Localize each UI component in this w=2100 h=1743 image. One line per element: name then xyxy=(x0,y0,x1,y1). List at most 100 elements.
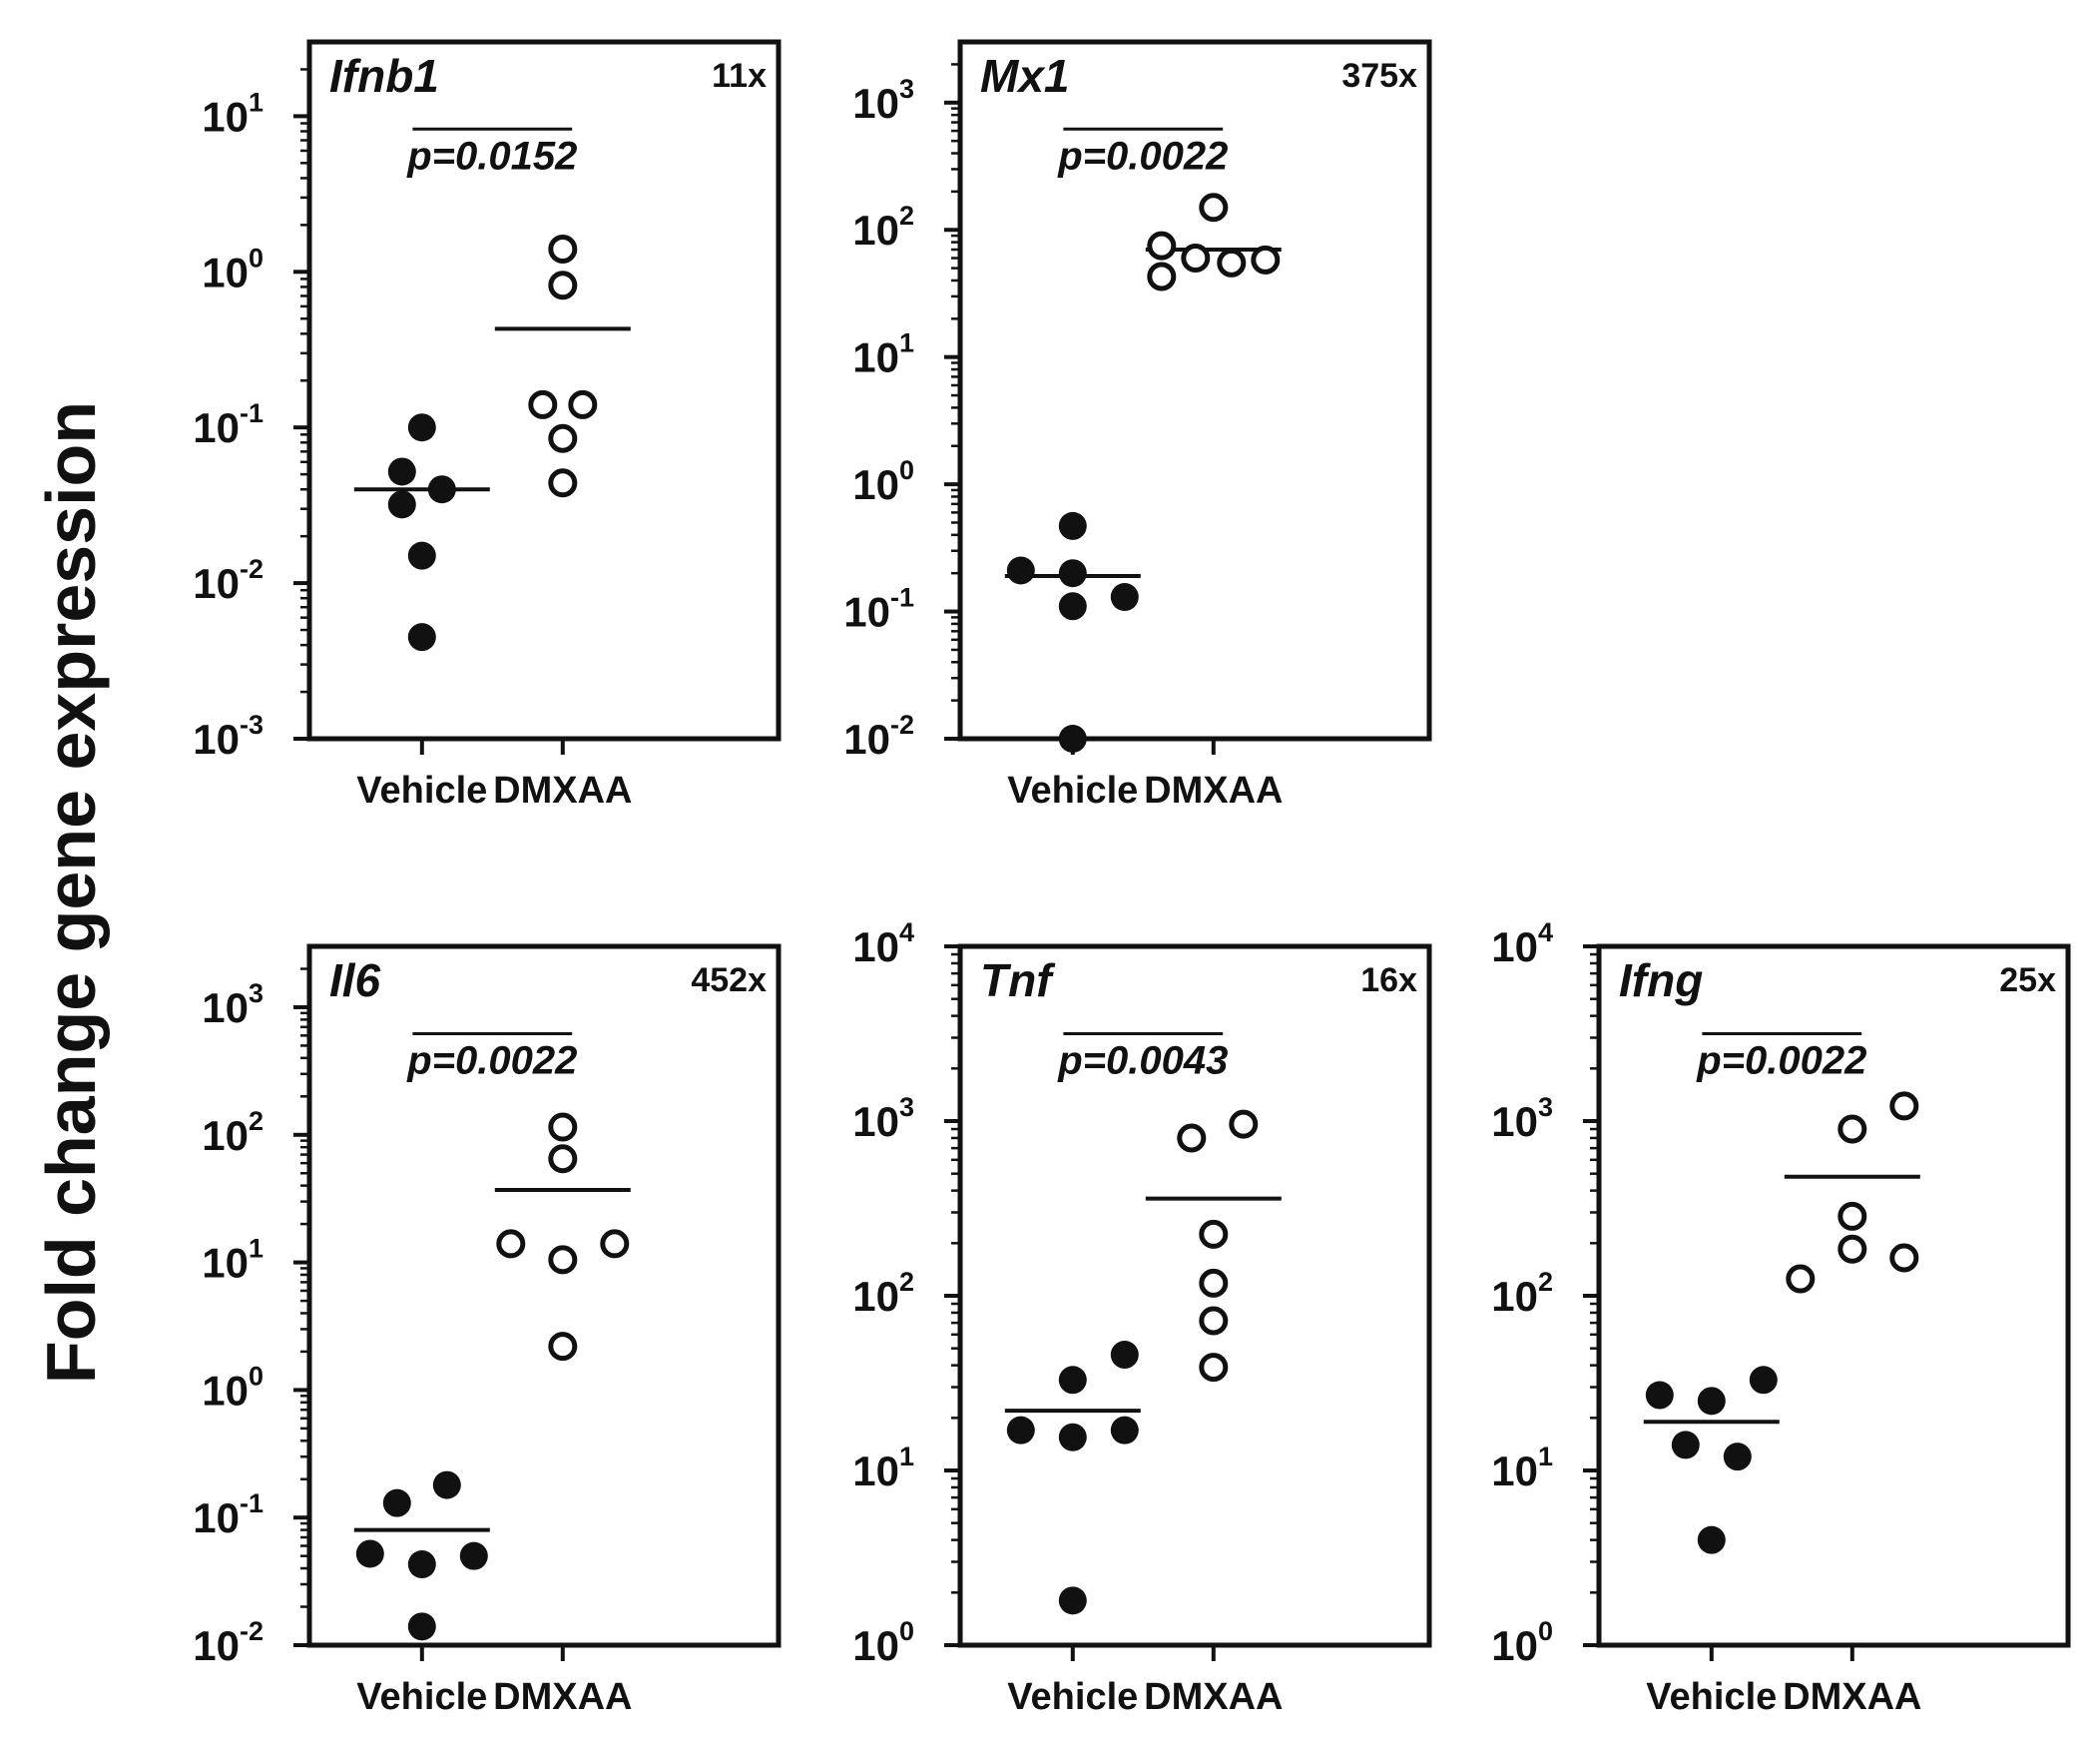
fold-change-label: 375x xyxy=(1341,57,1417,95)
panel-il6: 10-2 10-1 100 101 102 103 Vehicle DMXAA Il6 452x p… xyxy=(193,943,782,1718)
x-category-label: DMXAA xyxy=(1144,770,1283,812)
data-point-vehicle xyxy=(1006,1416,1035,1445)
data-point-vehicle xyxy=(432,1470,461,1499)
x-category-label: DMXAA xyxy=(1783,1676,1921,1718)
fold-change-label: 452x xyxy=(691,961,767,999)
data-point-dmxaa xyxy=(1147,262,1177,291)
data-point-vehicle xyxy=(387,457,416,486)
y-tick-label: 103 xyxy=(1491,1092,1553,1145)
data-point-dmxaa xyxy=(548,271,578,300)
data-point-dmxaa xyxy=(548,468,578,498)
y-tick-label: 102 xyxy=(202,1106,263,1159)
p-value-label: p=0.0022 xyxy=(406,1039,577,1083)
gene-label: Ifng xyxy=(1619,954,1703,1006)
gene-label: Ifnb1 xyxy=(329,50,439,102)
data-point-dmxaa xyxy=(496,1229,526,1259)
gene-label: Mx1 xyxy=(980,50,1069,102)
x-category-label: Vehicle xyxy=(1007,770,1138,812)
y-tick-label: 102 xyxy=(852,1267,914,1320)
data-point-vehicle xyxy=(407,1550,436,1579)
fold-change-label: 11x xyxy=(712,57,767,95)
data-point-vehicle xyxy=(1058,592,1087,621)
y-tick-label: 103 xyxy=(852,74,914,127)
data-point-dmxaa xyxy=(1889,1091,1919,1121)
data-point-vehicle xyxy=(1671,1431,1700,1459)
data-point-vehicle xyxy=(1697,1525,1726,1554)
data-point-dmxaa xyxy=(548,1332,578,1362)
data-point-dmxaa xyxy=(548,1112,578,1142)
y-tick-label: 10-2 xyxy=(193,1616,263,1669)
data-point-dmxaa xyxy=(1181,244,1211,274)
plot-frame xyxy=(957,39,1432,742)
data-point-vehicle xyxy=(1058,559,1087,588)
data-point-dmxaa xyxy=(1889,1243,1919,1273)
data-point-dmxaa xyxy=(1199,1353,1229,1383)
data-point-vehicle xyxy=(1110,1341,1139,1370)
data-point-dmxaa xyxy=(1199,1306,1229,1336)
y-tick-label: 102 xyxy=(1491,1267,1553,1320)
data-point-vehicle xyxy=(1058,725,1087,753)
data-point-vehicle xyxy=(407,541,436,570)
data-point-vehicle xyxy=(407,413,436,442)
data-point-vehicle xyxy=(1110,583,1139,612)
y-tick-label: 100 xyxy=(202,1361,263,1414)
data-point-dmxaa xyxy=(1838,1114,1867,1144)
fold-change-label: 25x xyxy=(1999,961,2056,999)
data-point-dmxaa xyxy=(1838,1201,1867,1231)
data-point-vehicle xyxy=(1110,1416,1139,1445)
p-value-label: p=0.0043 xyxy=(1057,1039,1228,1083)
data-point-vehicle xyxy=(1058,1586,1087,1615)
data-point-dmxaa xyxy=(1199,193,1229,223)
p-value-label: p=0.0152 xyxy=(406,134,577,178)
y-tick-label: 10-2 xyxy=(843,710,914,763)
data-point-dmxaa xyxy=(1251,245,1281,275)
data-point-vehicle xyxy=(1058,1366,1087,1395)
x-category-label: DMXAA xyxy=(493,1676,632,1718)
data-point-vehicle xyxy=(387,490,416,519)
y-tick-label: 103 xyxy=(202,978,263,1031)
data-point-vehicle xyxy=(382,1488,411,1517)
y-tick-label: 100 xyxy=(202,243,263,295)
data-point-vehicle xyxy=(355,1539,384,1568)
data-point-dmxaa xyxy=(1217,248,1247,278)
gene-label: Tnf xyxy=(980,954,1056,1006)
data-point-vehicle xyxy=(407,623,436,652)
data-point-dmxaa xyxy=(1199,1219,1229,1249)
x-category-label: Vehicle xyxy=(1646,1676,1777,1718)
x-category-label: Vehicle xyxy=(356,770,487,812)
panel-tnf: 100 101 102 103 104 Vehicle DMXAA Tnf 16x p=0.004… xyxy=(852,917,1432,1718)
data-point-vehicle xyxy=(459,1541,488,1570)
data-point-dmxaa xyxy=(1786,1264,1816,1294)
y-tick-label: 101 xyxy=(202,87,263,140)
data-point-vehicle xyxy=(427,475,456,504)
y-tick-label: 100 xyxy=(852,455,914,508)
data-point-dmxaa xyxy=(1838,1234,1867,1264)
plot-frame xyxy=(306,39,782,742)
data-point-vehicle xyxy=(407,1612,436,1641)
y-tick-label: 104 xyxy=(1491,917,1553,970)
panel-ifnb1: 10-3 10-2 10-1 100 101 Vehicle DMXAA Ifnb1 11x p=… xyxy=(193,39,782,812)
data-point-dmxaa xyxy=(1177,1123,1207,1153)
y-tick-label: 101 xyxy=(202,1234,263,1287)
y-tick-label: 101 xyxy=(1491,1442,1553,1494)
data-point-vehicle xyxy=(1645,1381,1674,1410)
p-value-label: p=0.0022 xyxy=(1057,134,1228,178)
y-axis-label: Fold change gene expression xyxy=(32,401,110,1384)
data-point-dmxaa xyxy=(600,1229,630,1259)
plot-frame xyxy=(306,943,782,1648)
data-point-dmxaa xyxy=(1229,1109,1259,1139)
y-tick-label: 103 xyxy=(852,1092,914,1145)
y-tick-label: 101 xyxy=(852,1442,914,1494)
y-tick-label: 101 xyxy=(852,328,914,381)
y-tick-label: 102 xyxy=(852,201,914,254)
gene-label: Il6 xyxy=(329,954,381,1006)
x-category-label: DMXAA xyxy=(493,770,632,812)
panel-mx1: 10-2 10-1 100 101 102 103 Vehicle DMXAA Mx1 375x p… xyxy=(843,39,1432,812)
y-tick-label: 100 xyxy=(1491,1616,1553,1669)
data-point-vehicle xyxy=(1006,556,1035,585)
data-point-dmxaa xyxy=(568,389,598,419)
data-point-dmxaa xyxy=(548,423,578,453)
y-tick-label: 10-1 xyxy=(193,1488,263,1541)
data-point-vehicle xyxy=(1058,511,1087,540)
